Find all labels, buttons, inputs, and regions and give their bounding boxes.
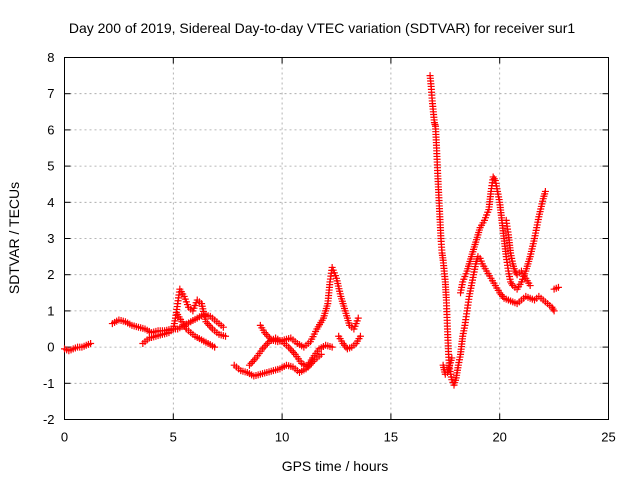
data-point-plus — [205, 321, 213, 329]
x-axis: 0 5 10 15 20 25 — [61, 57, 616, 445]
y-tick-label: 7 — [47, 86, 54, 101]
series-sat-g — [256, 263, 362, 351]
series-sat-m — [550, 283, 562, 293]
x-tick-label: 5 — [170, 430, 177, 445]
y-tick-label: -2 — [43, 412, 55, 427]
data-point-plus — [262, 341, 270, 349]
data-point-plus — [448, 354, 456, 362]
x-tick-label: 20 — [492, 430, 506, 445]
data-points — [61, 72, 562, 389]
data-point-plus — [356, 332, 364, 340]
data-point-plus — [290, 349, 298, 357]
data-point-plus — [354, 314, 362, 322]
data-point-plus — [317, 350, 325, 358]
series-sat-j — [439, 354, 456, 378]
data-point-plus — [554, 283, 562, 291]
x-tick-label: 10 — [275, 430, 289, 445]
x-tick-label: 25 — [601, 430, 615, 445]
y-tick-label: 0 — [47, 340, 54, 355]
data-point-plus — [211, 343, 219, 351]
y-tick-label: 6 — [47, 122, 54, 137]
data-point-plus — [286, 345, 294, 353]
y-tick-label: 8 — [47, 50, 54, 65]
y-axis: -2 -1 0 1 2 3 4 5 6 7 8 — [43, 50, 609, 427]
series-sat-l — [502, 216, 534, 290]
data-point-plus — [249, 358, 257, 366]
series-sat-a — [61, 339, 95, 355]
y-tick-label: 3 — [47, 231, 54, 246]
data-point-plus — [260, 343, 268, 351]
x-tick-label: 15 — [384, 430, 398, 445]
data-point-plus — [288, 347, 296, 355]
series-sat-i — [426, 72, 558, 389]
y-tick-label: 5 — [47, 159, 54, 174]
data-point-plus — [87, 339, 95, 347]
data-point-plus — [328, 343, 336, 351]
x-axis-label: GPS time / hours — [282, 458, 389, 474]
data-point-plus — [247, 359, 255, 367]
data-point-plus — [508, 280, 516, 288]
data-point-plus — [262, 330, 270, 338]
series-sat-d — [174, 311, 219, 351]
data-point-plus — [222, 332, 230, 340]
data-point-plus — [219, 323, 227, 331]
data-point-plus — [245, 361, 253, 369]
data-point-plus — [526, 282, 534, 290]
grid-lines — [64, 57, 609, 420]
y-axis-label: SDTVAR / TECUs — [6, 182, 22, 294]
y-tick-label: 1 — [47, 303, 54, 318]
data-point-plus — [550, 307, 558, 315]
data-point-plus — [541, 187, 549, 195]
x-tick-label: 0 — [61, 430, 68, 445]
y-tick-label: 4 — [47, 195, 54, 210]
y-tick-label: 2 — [47, 267, 54, 282]
series-sat-h — [335, 332, 364, 353]
series-sat-c — [139, 285, 230, 347]
data-point-plus — [250, 356, 258, 364]
y-tick-label: -1 — [43, 376, 55, 391]
data-point-plus — [207, 323, 215, 331]
chart-title: Day 200 of 2019, Sidereal Day-to-day VTE… — [69, 20, 575, 36]
data-point-plus — [549, 305, 557, 313]
